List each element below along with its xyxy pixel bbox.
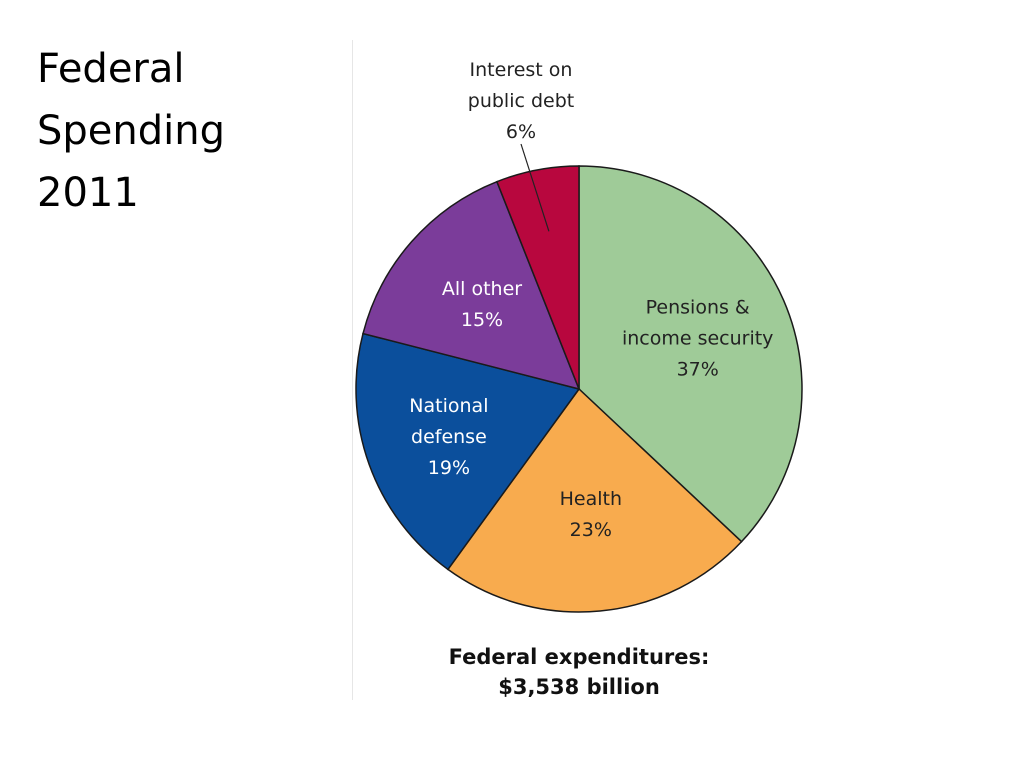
slice-label: income security [622,328,774,350]
pie-slice-national-defense [355,332,581,571]
pie-slice-all-other [362,180,581,391]
slice-label: 15% [461,309,503,331]
pie-labels: Pensions & income security 37% Health 23% Nat… [409,59,773,541]
slice-label: Interest on [470,59,573,81]
slide-title: Federal Spending 2011 [37,38,225,224]
total-label-line-1: Federal expenditures: [449,645,710,669]
total-label-line-2: $3,538 billion [498,675,660,699]
slide-title-line: Spending [37,108,225,154]
slide-title-line: 2011 [37,170,139,216]
slice-label: Health [560,488,622,510]
pie-slice-interest-on-public-debt [495,165,580,390]
pie-slice-health [446,387,743,613]
slice-label: Pensions & [646,297,750,319]
slice-label: All other [442,278,522,300]
slice-label: 37% [677,359,719,381]
leader-line [520,143,550,232]
slice-label: 23% [570,519,612,541]
slice-label: public debt [468,90,574,112]
slice-label: 6% [506,121,536,143]
pie-chart: Pensions & income security 37% Health 23% Nat… [355,59,803,699]
slice-label: defense [411,426,487,448]
slice-label: 19% [428,457,470,479]
pie-slice-pensions-income-security [578,165,803,543]
pie-chart-panel: Pensions & income security 37% Health 23% Nat… [352,40,805,700]
slide-title-line: Federal [37,46,185,92]
pie-slices [355,165,803,613]
slice-label: National [409,395,488,417]
